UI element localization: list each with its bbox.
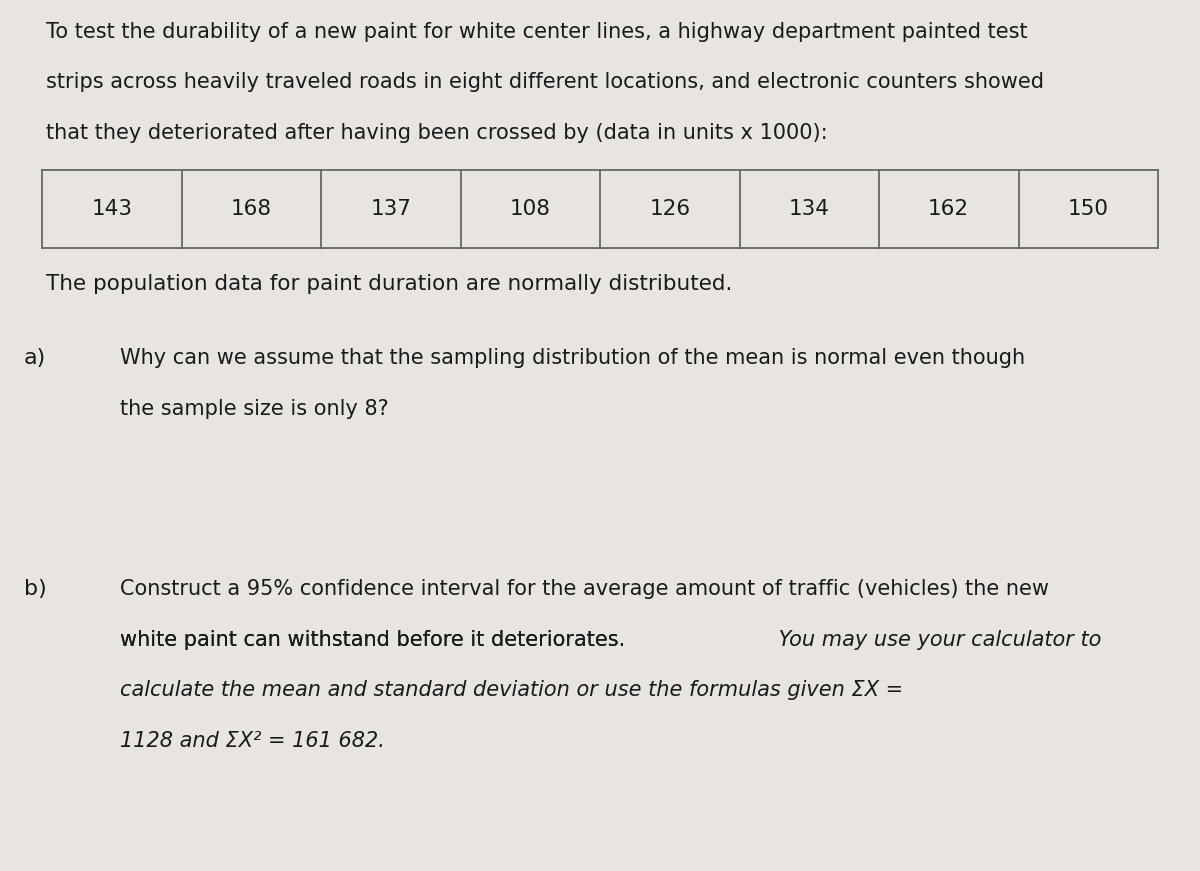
- Text: 126: 126: [649, 199, 690, 219]
- Text: 168: 168: [230, 199, 272, 219]
- Text: 137: 137: [371, 199, 412, 219]
- Text: Construct a 95% confidence interval for the average amount of traffic (vehicles): Construct a 95% confidence interval for …: [120, 579, 1049, 599]
- Text: You may use your calculator to: You may use your calculator to: [772, 630, 1102, 650]
- Text: calculate the mean and standard deviation or use the formulas given ΣX =: calculate the mean and standard deviatio…: [120, 680, 904, 700]
- Text: 143: 143: [91, 199, 132, 219]
- Text: 108: 108: [510, 199, 551, 219]
- Text: To test the durability of a new paint for white center lines, a highway departme: To test the durability of a new paint fo…: [46, 22, 1027, 42]
- Text: 1128 and ΣX² = 161 682.: 1128 and ΣX² = 161 682.: [120, 731, 385, 751]
- Text: Why can we assume that the sampling distribution of the mean is normal even thou: Why can we assume that the sampling dist…: [120, 348, 1025, 368]
- Text: 134: 134: [788, 199, 829, 219]
- Text: a): a): [24, 348, 47, 368]
- Text: white paint can withstand before it deteriorates.: white paint can withstand before it dete…: [120, 630, 625, 650]
- Text: that they deteriorated after having been crossed by (data in units x 1000):: that they deteriorated after having been…: [46, 123, 827, 143]
- Text: 150: 150: [1068, 199, 1109, 219]
- Text: The population data for paint duration are normally distributed.: The population data for paint duration a…: [46, 274, 732, 294]
- Text: 162: 162: [928, 199, 970, 219]
- Text: the sample size is only 8?: the sample size is only 8?: [120, 399, 389, 419]
- Text: b): b): [24, 579, 47, 599]
- Text: strips across heavily traveled roads in eight different locations, and electroni: strips across heavily traveled roads in …: [46, 72, 1044, 92]
- Text: white paint can withstand before it deteriorates.: white paint can withstand before it dete…: [120, 630, 625, 650]
